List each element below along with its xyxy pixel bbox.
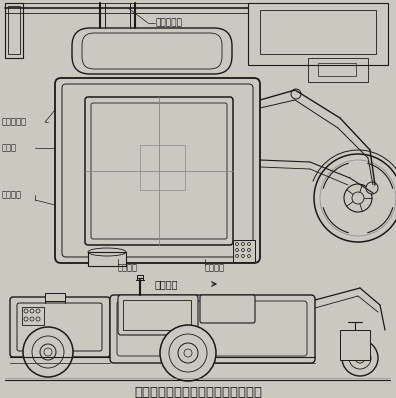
Bar: [5, 3, 23, 58]
Bar: [308, 58, 368, 82]
FancyBboxPatch shape: [62, 84, 253, 257]
FancyBboxPatch shape: [72, 28, 232, 74]
FancyBboxPatch shape: [117, 301, 307, 356]
Circle shape: [160, 325, 216, 381]
Bar: [123, 300, 191, 330]
FancyBboxPatch shape: [110, 295, 315, 363]
FancyBboxPatch shape: [10, 297, 110, 357]
Text: 案内車輪: 案内車輪: [118, 263, 138, 273]
Bar: [8, 6, 20, 54]
Bar: [88, 252, 126, 266]
Circle shape: [349, 347, 371, 369]
Circle shape: [169, 334, 207, 372]
Circle shape: [366, 182, 378, 194]
Circle shape: [23, 327, 73, 377]
Circle shape: [291, 89, 301, 99]
Text: 作業部: 作業部: [2, 144, 17, 152]
Bar: [233, 240, 255, 262]
FancyBboxPatch shape: [82, 33, 222, 69]
Circle shape: [342, 340, 378, 376]
Bar: [248, 3, 388, 65]
Text: 支持アーム: 支持アーム: [2, 117, 27, 127]
FancyBboxPatch shape: [91, 103, 227, 239]
Bar: [340, 330, 370, 360]
Text: 主フレーム: 主フレーム: [155, 18, 182, 27]
FancyBboxPatch shape: [17, 303, 102, 351]
Text: 案内車輪: 案内車輪: [2, 191, 22, 199]
Bar: [137, 275, 143, 280]
Text: 幹周モア: 幹周モア: [205, 263, 225, 273]
Bar: [45, 293, 65, 301]
FancyBboxPatch shape: [55, 78, 260, 263]
FancyBboxPatch shape: [118, 295, 198, 335]
FancyBboxPatch shape: [85, 97, 233, 245]
Circle shape: [32, 336, 64, 368]
Bar: [318, 63, 356, 76]
Bar: [260, 10, 376, 54]
FancyBboxPatch shape: [200, 295, 255, 323]
Bar: [140, 145, 185, 190]
Bar: [22, 307, 44, 325]
Text: 図１　開発機の構造と主要部の名称: 図１ 開発機の構造と主要部の名称: [134, 386, 262, 398]
Text: 進行方向: 進行方向: [155, 279, 179, 289]
